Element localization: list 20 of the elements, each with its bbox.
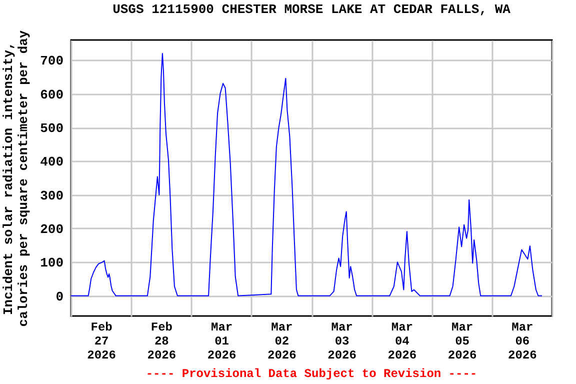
y-tick-label: 700 xyxy=(40,54,64,69)
y-tick-label: 200 xyxy=(40,222,64,237)
y-tick-label: 100 xyxy=(40,256,64,271)
chart-title: USGS 12115900 CHESTER MORSE LAKE AT CEDAR FALLS, WA xyxy=(112,2,511,17)
text: ---- Provisional Data Subject to Revision ---- xyxy=(144,367,478,381)
x-tick-label: Mar 02 2026 xyxy=(268,320,296,362)
x-tick-label: Feb 28 2026 xyxy=(147,320,176,362)
x-tick-label: Mar 01 2026 xyxy=(207,320,236,362)
y-axis-title: Incident solar radiation intensity, calories per square centimeter per day xyxy=(1,30,32,327)
x-tick-label: Mar 03 2026 xyxy=(328,320,356,362)
y-tick-label: 0 xyxy=(56,289,64,304)
x-tick-label: Feb 27 2026 xyxy=(87,320,116,362)
y-tick-label: 300 xyxy=(40,188,64,204)
x-tick-label: Mar 05 2026 xyxy=(448,320,477,362)
x-tick-label: Mar 04 2026 xyxy=(388,320,417,362)
y-tick-label: 500 xyxy=(40,121,64,136)
y-tick-label: 600 xyxy=(40,87,64,102)
x-tick-label: Mar 06 2026 xyxy=(508,320,537,362)
line-series xyxy=(70,52,542,296)
y-tick-label: 400 xyxy=(40,154,64,170)
